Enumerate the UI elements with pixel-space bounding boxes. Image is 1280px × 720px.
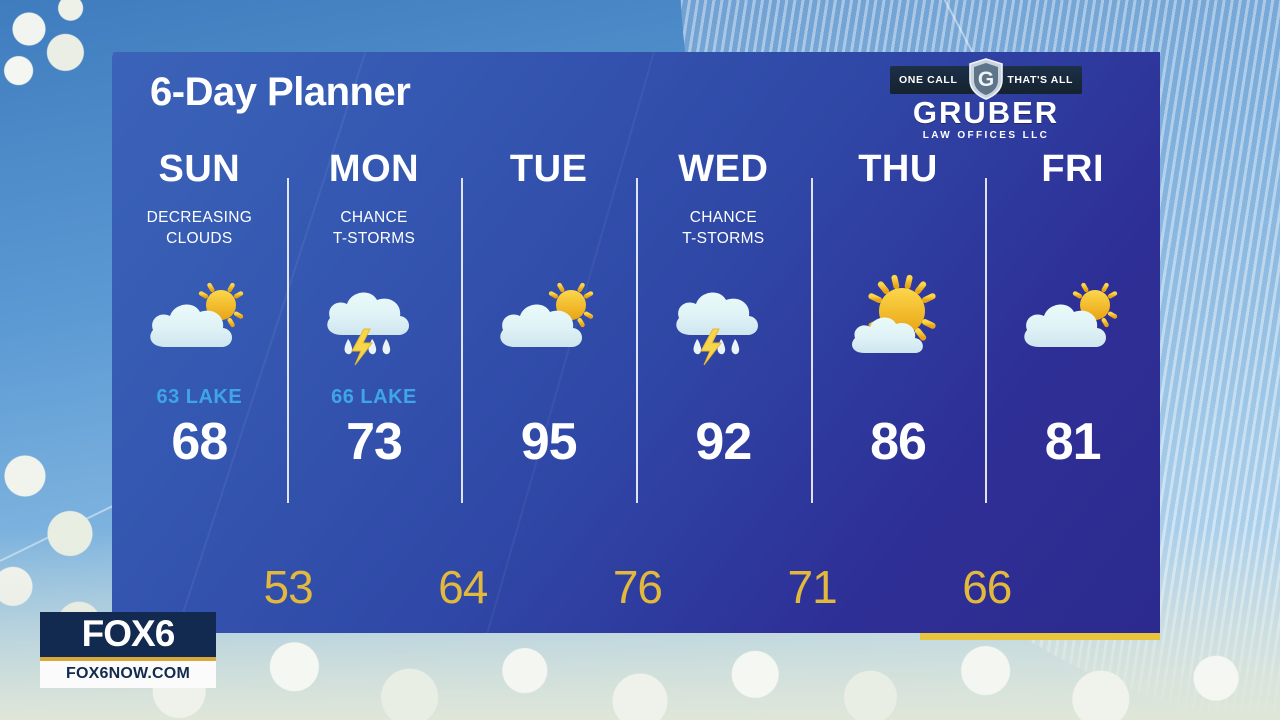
- forecast-day-mon: MON CHANCE T-STORMS 66 LAKE 73 64: [286, 150, 488, 626]
- forecast-day-thu: THU 86 66: [810, 150, 1012, 626]
- day-name: SUN: [158, 148, 241, 190]
- forecast-day-wed: WED CHANCE T-STORMS 92 71: [636, 150, 838, 626]
- low-temperature: 76: [612, 561, 663, 613]
- high-temperature: 92: [695, 413, 752, 471]
- sponsor-tagline-left: ONE CALL: [899, 74, 958, 86]
- column-divider: [810, 178, 813, 503]
- column-divider: [461, 178, 464, 503]
- sponsor-tagline-bar: ONE CALL THAT'S ALL G: [890, 58, 1082, 100]
- high-temperature: 95: [520, 413, 578, 471]
- partly-cloudy-icon: [150, 279, 247, 347]
- column-divider: [636, 178, 639, 503]
- blossom-cluster: [0, 0, 120, 120]
- panel-accent-bar: [920, 633, 1160, 640]
- station-website: FOX6NOW.COM: [40, 661, 216, 688]
- weather-icon-wrap: [1008, 266, 1138, 376]
- day-condition: CHANCE T-STORMS: [332, 209, 416, 247]
- forecast-day-sun: SUN DECREASING CLOUDS 63 LAKE 68 53: [112, 150, 314, 626]
- day-name: TUE: [509, 148, 588, 190]
- day-condition: CHANCE T-STORMS: [682, 209, 765, 247]
- low-temperature: 53: [263, 561, 314, 613]
- forecast-days: SUN DECREASING CLOUDS 63 LAKE 68 53 MON CHANCE T…: [112, 150, 1160, 626]
- high-temperature: 81: [1044, 413, 1102, 471]
- day-name: MON: [328, 148, 420, 190]
- high-temperature: 73: [346, 413, 403, 471]
- forecast-day-tue: TUE 95 76: [461, 150, 663, 626]
- day-name: FRI: [1041, 148, 1105, 190]
- sponsor-name: GRUBER: [912, 95, 1060, 130]
- sponsor-tagline-right: THAT'S ALL: [1007, 74, 1073, 86]
- forecast-panel: 6-Day Planner ONE CALL THAT'S ALL G GRUB…: [112, 52, 1160, 633]
- partly-cloudy-icon: [1023, 279, 1120, 347]
- lake-temperature: 66 LAKE: [331, 386, 417, 408]
- high-temperature: 68: [171, 413, 228, 471]
- partly-cloudy-icon: [499, 279, 596, 347]
- logo-divider: [40, 657, 216, 661]
- column-divider: [286, 178, 289, 503]
- day-name: WED: [678, 148, 769, 190]
- lake-temperature: 63 LAKE: [156, 386, 243, 408]
- low-temperature: 71: [787, 561, 838, 613]
- high-temperature: 86: [870, 413, 927, 471]
- station-name: FOX6: [40, 612, 216, 657]
- sponsor-subtitle: LAW OFFICES LLC: [922, 130, 1050, 142]
- shield-icon: G: [969, 58, 1003, 100]
- weather-icon-wrap: [658, 266, 788, 376]
- forecast-day-fri: FRI 81: [985, 150, 1160, 626]
- thunderstorm-icon: [327, 292, 410, 366]
- low-temperature: 64: [438, 561, 488, 613]
- column-divider: [985, 178, 988, 503]
- day-condition: DECREASING CLOUDS: [146, 209, 253, 247]
- low-temperature: 66: [962, 561, 1012, 613]
- thunderstorm-icon: [676, 292, 759, 366]
- day-name: THU: [858, 148, 938, 190]
- weather-icon-wrap: [134, 266, 264, 376]
- station-logo[interactable]: FOX6 FOX6NOW.COM: [40, 612, 216, 688]
- weather-icon-wrap: [833, 266, 963, 376]
- sponsor-logo[interactable]: ONE CALL THAT'S ALL G GRUBER LAW OFFICES…: [890, 58, 1082, 142]
- weather-icon-wrap: [484, 266, 614, 376]
- svg-text:G: G: [978, 68, 994, 91]
- page-title: 6-Day Planner: [150, 70, 411, 114]
- weather-icon-wrap: [309, 266, 439, 376]
- mostly-sunny-icon: [852, 274, 940, 353]
